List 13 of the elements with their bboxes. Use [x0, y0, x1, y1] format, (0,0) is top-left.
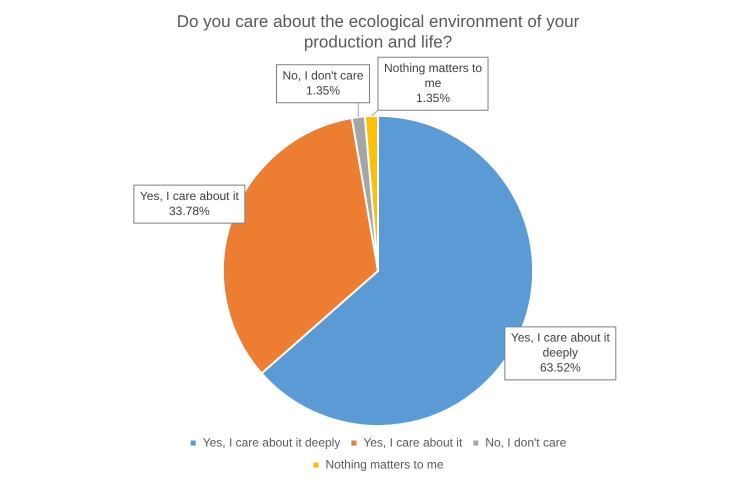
data-label: 1.35% — [306, 84, 340, 98]
data-label: 1.35% — [416, 91, 450, 106]
data-label: 33.78% — [169, 204, 210, 218]
slice-label: Nothing matters to me — [384, 61, 482, 90]
legend-label: Yes, I care about it — [363, 435, 463, 450]
chart-title: Do you care about the ecological environment of your production and life? — [176, 12, 580, 52]
slice-label: Yes, I care about it — [140, 188, 240, 203]
slice-label: Yes, I care about it deeply — [510, 330, 610, 360]
data-label: 63.52% — [540, 360, 581, 375]
legend-label: Nothing matters to me — [325, 457, 444, 472]
legend-label: No, I don't care — [485, 435, 567, 450]
slice-label: No, I don't care — [282, 68, 364, 83]
legend-label: Yes, I care about it deeply — [202, 435, 340, 450]
